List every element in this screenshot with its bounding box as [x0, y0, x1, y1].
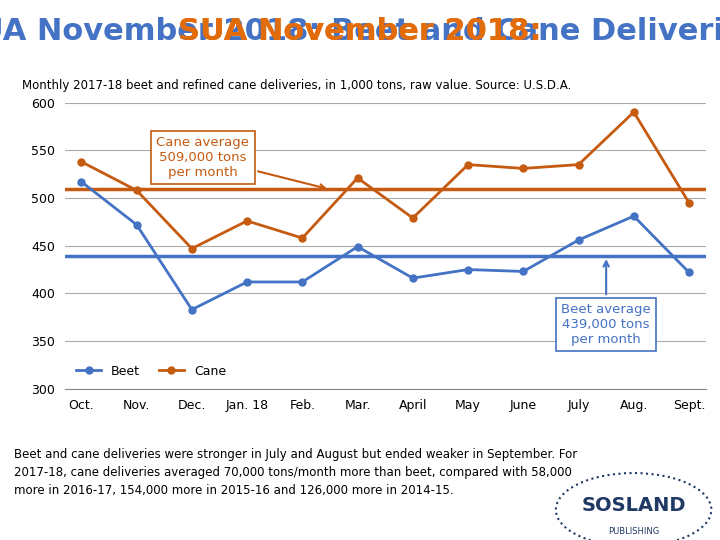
Beet: [298, 279, 307, 285]
Cane: [77, 159, 86, 165]
Legend: Beet, Cane: Beet, Cane: [71, 360, 231, 382]
Cane: [575, 161, 583, 168]
Beet: [519, 268, 528, 275]
Text: PUBLISHING: PUBLISHING: [608, 527, 660, 536]
Beet: [629, 213, 638, 219]
Text: SUA November 2018:: SUA November 2018:: [179, 17, 541, 45]
Cane: [187, 245, 196, 252]
Beet: [575, 237, 583, 243]
Cane: [243, 218, 251, 224]
Text: SUA November 2018:: SUA November 2018:: [179, 17, 541, 45]
Cane: [132, 187, 141, 194]
Beet: [408, 275, 417, 281]
Text: Monthly 2017-18 beet and refined cane deliveries, in 1,000 tons, raw value. Sour: Monthly 2017-18 beet and refined cane de…: [22, 79, 571, 92]
Text: SOSLAND: SOSLAND: [581, 496, 686, 515]
Text: SUA November 2018: Beet and Cane Deliveries: SUA November 2018: Beet and Cane Deliver…: [0, 17, 720, 45]
Cane: [629, 109, 638, 116]
Beet: [685, 269, 693, 275]
Cane: [519, 165, 528, 172]
Beet: [187, 306, 196, 313]
Beet: [243, 279, 251, 285]
Cane: [464, 161, 472, 168]
Beet: [77, 179, 86, 185]
Cane: [685, 199, 693, 206]
Text: Beet average
439,000 tons
per month: Beet average 439,000 tons per month: [562, 261, 651, 346]
Cane: [354, 175, 362, 181]
Cane: [408, 215, 417, 221]
Beet: [354, 244, 362, 250]
Cane: [298, 235, 307, 241]
Beet: [464, 266, 472, 273]
Line: Beet: Beet: [78, 178, 693, 313]
Beet: [132, 221, 141, 228]
Text: Cane average
509,000 tons
per month: Cane average 509,000 tons per month: [156, 136, 325, 190]
Line: Cane: Cane: [78, 109, 693, 252]
Text: Beet and cane deliveries were stronger in July and August but ended weaker in Se: Beet and cane deliveries were stronger i…: [14, 448, 577, 497]
